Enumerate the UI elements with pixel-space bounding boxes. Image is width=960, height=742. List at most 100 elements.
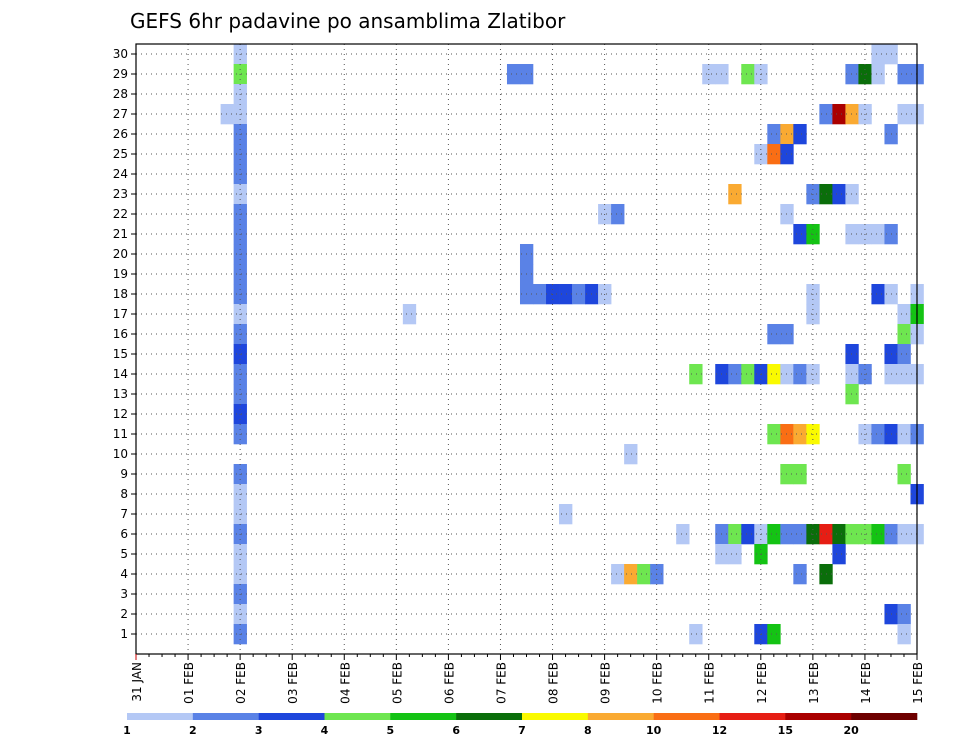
y-tick-label: 21 [113,227,128,241]
heat-cell [637,564,651,585]
heat-cell [767,524,781,545]
heat-cell [793,364,807,385]
x-axis: 31 JAN 01 FEB 02 FEB 03 FEB 04 FEB 05 FEB 06 F… [130,654,925,704]
legend-swatch [456,713,523,720]
heat-cell [871,524,885,545]
legend-label: 4 [321,724,329,737]
y-tick-label: 4 [120,567,128,581]
legend-label: 2 [189,724,197,737]
heat-cell [897,344,911,365]
heat-cell [559,284,573,305]
x-tick-label: 12 FEB [755,662,769,704]
heat-cell [793,524,807,545]
heat-cell [897,424,911,445]
heat-cell [793,224,807,245]
heat-cells [220,44,924,645]
heat-cell [793,124,807,145]
y-tick-label: 24 [113,167,128,181]
x-tick-label: 14 FEB [859,662,873,704]
y-tick-label: 23 [113,187,128,201]
heat-cell [832,544,846,565]
legend-label: 20 [844,724,860,737]
y-tick-label: 9 [120,467,128,481]
heat-cell [728,184,742,205]
legend-swatch [258,713,325,720]
heat-cell [897,524,911,545]
legend-swatch [785,713,852,720]
x-tick-label: 15 FEB [911,662,925,704]
x-tick-label: 08 FEB [547,662,561,704]
legend-label: 12 [712,724,727,737]
legend-swatch [390,713,457,720]
heat-cell [767,424,781,445]
heat-cell [728,364,742,385]
y-tick-label: 26 [113,127,128,141]
x-tick-label: 06 FEB [442,662,456,704]
y-tick-label: 2 [120,607,128,621]
y-tick-label: 20 [113,247,128,261]
y-tick-label: 12 [113,407,128,421]
y-tick-label: 28 [113,87,128,101]
heat-cell [767,624,781,645]
y-tick-label: 29 [113,67,128,81]
heat-cell [845,184,859,205]
legend-swatch [324,713,391,720]
y-tick-label: 10 [113,447,128,461]
y-axis: 1234567891011121314151617181920212223242… [113,47,136,641]
heat-cell [793,564,807,585]
x-tick-label: 03 FEB [286,662,300,704]
heat-cell [793,424,807,445]
legend-swatch [522,713,589,720]
heat-cell [897,464,911,485]
heat-cell [871,44,885,65]
legend-label: 7 [518,724,526,737]
heat-cell [845,364,859,385]
heat-cell [767,364,781,385]
y-tick-label: 1 [120,627,128,641]
chart-title: GEFS 6hr padavine po ansamblima Zlatibor [130,9,566,33]
y-tick-label: 30 [113,47,128,61]
heat-cell [559,504,573,525]
y-tick-label: 7 [120,507,128,521]
heat-cell [897,324,911,345]
heat-cell [845,384,859,405]
heat-cell [845,524,859,545]
heat-cell [897,624,911,645]
heat-cell [832,524,846,545]
legend-swatch [851,713,918,720]
heat-cell [897,104,911,125]
x-tick-label: 05 FEB [390,662,404,704]
heat-cell [689,624,703,645]
legend-label: 10 [646,724,662,737]
y-tick-label: 14 [113,367,128,381]
heat-cell [728,524,742,545]
legend: 1 2 3 4 5 6 7 8 10 12 15 20 [123,713,918,737]
legend-label: 5 [387,724,395,737]
heat-cell [897,64,911,85]
legend-label: 1 [123,724,131,737]
heat-cell [611,564,625,585]
x-tick-label: 11 FEB [703,662,717,704]
legend-label: 6 [452,724,460,737]
x-tick-label: 09 FEB [599,662,613,704]
legend-swatch [127,713,194,720]
y-tick-label: 11 [113,427,128,441]
grid [136,44,917,654]
legend-label: 15 [778,724,793,737]
heat-cell [676,524,690,545]
y-tick-label: 13 [113,387,128,401]
legend-swatch [653,713,720,720]
heat-cell [845,104,859,125]
x-tick-label: 01 FEB [182,662,196,704]
heat-cell [871,64,885,85]
legend-swatch [719,713,786,720]
y-tick-label: 17 [113,307,128,321]
x-tick-label: 31 JAN [130,662,144,702]
x-tick-label: 10 FEB [651,662,665,704]
legend-swatch [587,713,654,720]
heat-cell [767,124,781,145]
heat-cell [832,104,846,125]
heat-cell [793,464,807,485]
heat-cell [845,224,859,245]
